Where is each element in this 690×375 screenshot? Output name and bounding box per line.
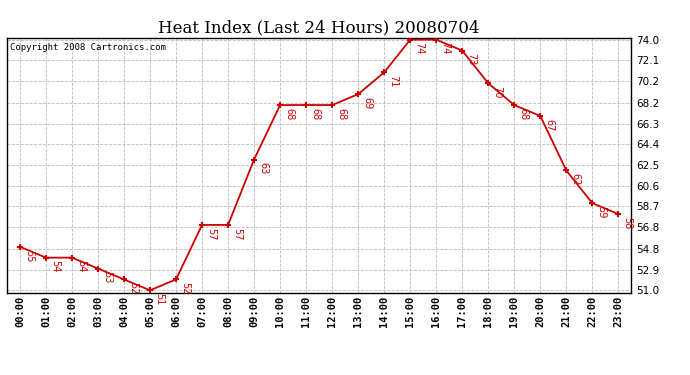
Text: 54: 54	[76, 260, 86, 273]
Text: 57: 57	[206, 228, 216, 240]
Text: 55: 55	[24, 249, 34, 262]
Text: 62: 62	[571, 173, 580, 186]
Text: 63: 63	[258, 162, 268, 175]
Text: 54: 54	[50, 260, 60, 273]
Text: 70: 70	[493, 86, 502, 98]
Text: 58: 58	[622, 217, 633, 229]
Text: 74: 74	[415, 42, 424, 55]
Text: 68: 68	[310, 108, 320, 120]
Text: 57: 57	[233, 228, 242, 240]
Text: 59: 59	[596, 206, 607, 218]
Text: 52: 52	[180, 282, 190, 295]
Text: 68: 68	[284, 108, 294, 120]
Text: 67: 67	[544, 119, 555, 131]
Text: 74: 74	[440, 42, 451, 55]
Text: 69: 69	[362, 97, 373, 109]
Text: 51: 51	[154, 293, 164, 306]
Text: 71: 71	[388, 75, 398, 87]
Text: 68: 68	[336, 108, 346, 120]
Text: 52: 52	[128, 282, 138, 295]
Title: Heat Index (Last 24 Hours) 20080704: Heat Index (Last 24 Hours) 20080704	[159, 19, 480, 36]
Text: 53: 53	[102, 271, 112, 284]
Text: Copyright 2008 Cartronics.com: Copyright 2008 Cartronics.com	[10, 43, 166, 52]
Text: 68: 68	[518, 108, 529, 120]
Text: 73: 73	[466, 53, 476, 66]
